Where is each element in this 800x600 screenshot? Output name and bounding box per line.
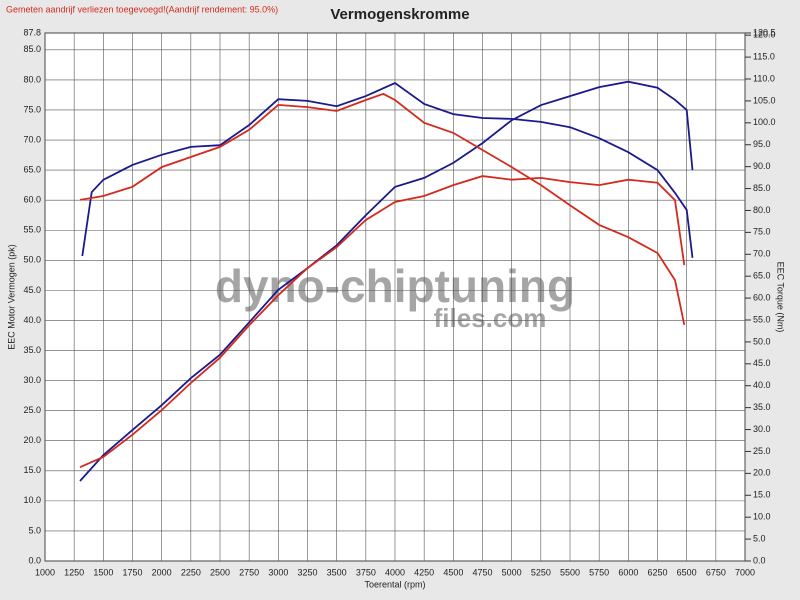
x-axis-label: Toerental (rpm) [364,579,425,589]
line-series [79,175,686,469]
y-tick-label: 60.0 [23,195,41,205]
y-tick-label: 10.0 [23,495,41,505]
y2-tick-label: 20.0 [753,468,771,478]
y2-tick-label: 50.0 [753,336,771,346]
x-tick-label: 3750 [356,567,376,577]
x-tick-label: 1750 [122,567,142,577]
y-tick-label: 50.0 [23,255,41,265]
y2-tick-label: 45.0 [753,358,771,368]
y-tick-label: 70.0 [23,134,41,144]
y2-tick-label: 105.0 [753,95,776,105]
y-tick-label: 80.0 [23,74,41,84]
y2-tick-label: 10.0 [753,512,771,522]
y-tick-label: 45.0 [23,285,41,295]
y2-axis-label: EEC Torque (Nm) [776,262,786,333]
y2-tick-label: 110.0 [753,73,775,83]
chart-title: Vermogenskromme [330,6,469,23]
x-tick-label: 2750 [239,567,259,577]
x-tick-label: 1000 [35,567,55,577]
x-tick-label: 4000 [385,567,405,577]
x-tick-label: 4750 [472,567,492,577]
y2-tick-label: 90.0 [753,161,771,171]
y-tick-label: 30.0 [23,375,41,385]
y2-tick-label: 30.0 [753,424,771,434]
x-tick-label: 2500 [210,567,230,577]
y2-tick-label: 65.0 [753,271,771,281]
x-tick-label: 3250 [297,567,317,577]
line-series [81,81,694,258]
x-tick-label: 1250 [64,567,84,577]
y2-tick-label: 40.0 [753,380,771,390]
y2-tick-label: 60.0 [753,292,771,302]
y-tick-label: 25.0 [23,405,41,415]
note: Gemeten aandrijf verliezen toegevoegd!(A… [6,4,278,14]
x-tick-label: 6000 [618,567,638,577]
y-tick-label: 35.0 [23,345,41,355]
x-tick-label: 4250 [414,567,434,577]
y2-tick-label: 85.0 [753,183,771,193]
y2-tick-label: 0.0 [753,555,766,565]
x-tick-label: 4500 [443,567,463,577]
y2-tick-label: 120.5 [753,27,776,37]
y-tick-label: 55.0 [23,225,41,235]
watermark: files.com [434,303,547,333]
y-tick-label: 65.0 [23,164,41,174]
x-tick-label: 1500 [93,567,113,577]
x-tick-label: 3000 [268,567,288,577]
y2-tick-label: 95.0 [753,139,771,149]
y2-tick-label: 35.0 [753,402,771,412]
y-axis-label: EEC Motor Vermogen (pk) [6,244,16,350]
x-tick-label: 5250 [531,567,551,577]
x-tick-label: 2250 [181,567,201,577]
x-tick-label: 5500 [560,567,580,577]
y-tick-label: 0.0 [28,555,41,565]
x-tick-label: 6750 [706,567,726,577]
y2-tick-label: 100.0 [753,117,776,127]
x-tick-label: 6250 [647,567,667,577]
y2-tick-label: 115.0 [753,51,775,61]
y-tick-label: 75.0 [23,104,41,114]
y2-tick-label: 120.0 [753,30,776,40]
y-tick-label: 20.0 [23,435,41,445]
y2-tick-label: 5.0 [753,533,766,543]
y2-tick-label: 75.0 [753,227,771,237]
y2-tick-label: 70.0 [753,249,771,259]
y-tick-label: 5.0 [28,525,41,535]
y2-tick-label: 80.0 [753,205,771,215]
line-series [79,80,694,482]
x-tick-label: 5000 [502,567,522,577]
x-tick-label: 3500 [327,567,347,577]
x-tick-label: 7000 [735,567,755,577]
x-tick-label: 5750 [589,567,609,577]
x-tick-label: 6500 [677,567,697,577]
line-series [79,92,686,325]
y-tick-label: 40.0 [23,315,41,325]
y2-tick-label: 15.0 [753,490,771,500]
y2-tick-label: 25.0 [753,446,771,456]
y-tick-label: 15.0 [23,465,41,475]
y2-tick-label: 55.0 [753,314,771,324]
y-tick-label: 87.8 [23,27,41,37]
x-tick-label: 2000 [152,567,172,577]
y-tick-label: 85.0 [23,44,41,54]
